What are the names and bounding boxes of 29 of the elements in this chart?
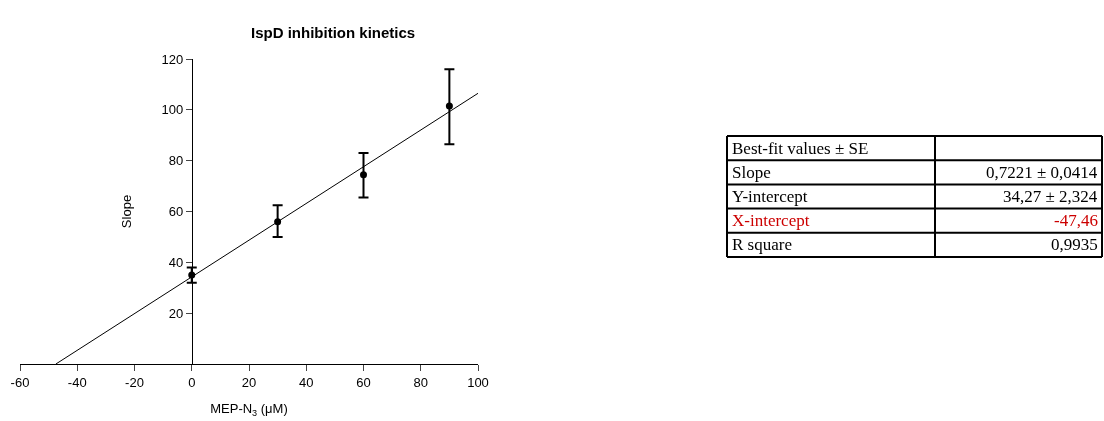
x-tick-label: 40 [299,374,314,390]
text: 0,9935 [1051,235,1098,254]
text: X-intercept [732,211,810,230]
text: 34,27 ± 2,324 [1003,187,1098,206]
y-axis-title: Slope [119,194,135,229]
text: Y-intercept [732,187,808,206]
text: R square [732,235,792,254]
text: 0,7221 ± 0,0414 [986,163,1098,182]
x-tick-label: -20 [125,374,144,390]
y-tick-label: 20 [168,305,184,321]
y-tick-label: 80 [168,153,184,169]
x-tick-label: 0 [188,374,196,390]
x-tick-label: 80 [413,374,428,390]
text: Slope [732,163,771,182]
x-tick-label: 60 [356,374,371,390]
point [360,171,367,179]
y-tick-label: 40 [168,254,184,270]
y-tick-label: 60 [168,204,184,220]
x-tick-label: 20 [241,374,257,390]
x-axis-title: MEP-N$_{3}$ (μM) [210,401,288,418]
x-tick-label: -40 [67,374,87,390]
x-tick-label: 100 [467,374,489,390]
x-tick-label: -60 [10,374,30,390]
y-tick-label: 120 [161,51,184,67]
point [445,102,453,110]
text: -47,46 [1054,211,1098,230]
chart-title: IspD inhibition kinetics [251,24,416,41]
y-tick-label: 100 [161,102,184,118]
text: Best-fit values ± SE [732,139,869,158]
